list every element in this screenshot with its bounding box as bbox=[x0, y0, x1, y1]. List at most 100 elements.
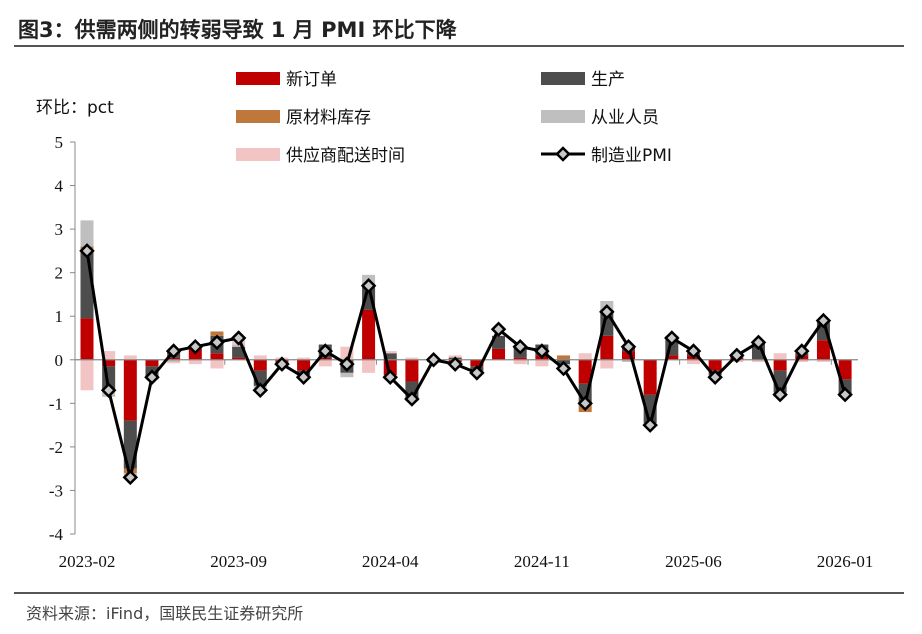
bar-供应商配送时间 bbox=[188, 359, 202, 365]
bar-新订单 bbox=[210, 353, 224, 360]
bar-供应商配送时间 bbox=[80, 359, 94, 391]
title-rule bbox=[14, 45, 904, 47]
pmi-point bbox=[512, 338, 528, 355]
x-tick-label: 2023-09 bbox=[210, 552, 267, 571]
bar-供应商配送时间 bbox=[123, 355, 137, 360]
pmi-point bbox=[685, 343, 702, 359]
bar-新订单 bbox=[665, 355, 679, 360]
bar-新订单 bbox=[253, 359, 267, 371]
pmi-point bbox=[490, 321, 507, 338]
bar-生产 bbox=[383, 353, 397, 360]
pmi-point bbox=[599, 304, 615, 320]
pmi-point bbox=[317, 343, 334, 359]
chart-title: 图3：供需两侧的转弱导致 1 月 PMI 环比下降 bbox=[18, 18, 457, 42]
pmi-point bbox=[360, 277, 377, 294]
bar-新订单 bbox=[80, 318, 94, 360]
bar-从业人员 bbox=[340, 372, 354, 378]
pmi-point bbox=[230, 330, 247, 346]
bar-生产 bbox=[232, 346, 246, 358]
legend-label: 从业人员 bbox=[591, 108, 659, 128]
pmi-point bbox=[339, 356, 355, 372]
pmi-point bbox=[425, 352, 442, 368]
bar-供应商配送时间 bbox=[102, 351, 116, 360]
pmi-point bbox=[469, 365, 485, 381]
bar-原材料库存 bbox=[210, 331, 224, 336]
x-tick-label: 2024-04 bbox=[362, 552, 419, 571]
bar-新订单 bbox=[232, 357, 246, 360]
y-tick-label: 1 bbox=[55, 307, 64, 326]
y-tick-label: -2 bbox=[49, 438, 63, 457]
legend-label: 制造业PMI bbox=[591, 146, 672, 166]
y-tick-label: 0 bbox=[55, 351, 64, 370]
bar-新订单 bbox=[297, 359, 311, 371]
legend-label: 生产 bbox=[591, 70, 625, 90]
bar-供应商配送时间 bbox=[253, 355, 267, 360]
y-tick-label: 2 bbox=[55, 264, 64, 283]
legend-label: 供应商配送时间 bbox=[286, 146, 405, 166]
bar-供应商配送时间 bbox=[535, 359, 549, 367]
pmi-point bbox=[750, 334, 767, 351]
pmi-point bbox=[534, 343, 550, 359]
bar-供应商配送时间 bbox=[578, 353, 592, 360]
bar-新订单 bbox=[708, 359, 722, 371]
bar-供应商配送时间 bbox=[297, 357, 311, 360]
legend-swatch bbox=[236, 110, 280, 123]
y-tick-label: -1 bbox=[49, 394, 63, 413]
bar-供应商配送时间 bbox=[795, 359, 809, 362]
bar-供应商配送时间 bbox=[816, 359, 830, 362]
pmi-point bbox=[274, 356, 290, 372]
pmi-point bbox=[122, 469, 139, 486]
pmi-point bbox=[729, 347, 745, 364]
pmi-point bbox=[79, 243, 95, 259]
legend-diamond-icon bbox=[555, 146, 571, 162]
bar-新订单 bbox=[513, 357, 527, 360]
y-tick-label: -4 bbox=[49, 525, 64, 544]
bar-新订单 bbox=[405, 359, 419, 382]
pmi-point bbox=[382, 369, 399, 385]
y-tick-label: -3 bbox=[49, 481, 63, 500]
legend-swatch bbox=[236, 72, 280, 85]
pmi-point bbox=[707, 369, 723, 385]
bar-从业人员 bbox=[80, 220, 94, 247]
bar-新订单 bbox=[643, 359, 657, 395]
pmi-point bbox=[620, 338, 637, 355]
footer-rule bbox=[14, 592, 904, 594]
bar-供应商配送时间 bbox=[773, 353, 787, 360]
pmi-point bbox=[664, 330, 680, 346]
y-tick-label: 3 bbox=[55, 220, 64, 239]
source-note: 资料来源：iFind，国联民生证券研究所 bbox=[26, 604, 304, 623]
pmi-point bbox=[772, 386, 788, 403]
bar-从业人员 bbox=[622, 359, 635, 362]
pmi-point bbox=[252, 382, 269, 399]
bar-供应商配送时间 bbox=[362, 359, 376, 373]
pmi-point bbox=[794, 343, 810, 359]
legend-label: 原材料库存 bbox=[286, 108, 371, 128]
bar-供应商配送时间 bbox=[167, 361, 181, 364]
y-tick-label: 4 bbox=[55, 177, 64, 196]
bar-新订单 bbox=[362, 309, 376, 360]
bar-新订单 bbox=[773, 359, 787, 371]
pmi-point bbox=[815, 312, 832, 329]
bar-供应商配送时间 bbox=[600, 359, 614, 369]
legend-swatch bbox=[541, 110, 585, 123]
bar-供应商配送时间 bbox=[383, 351, 397, 354]
bar-新订单 bbox=[145, 359, 159, 367]
pmi-point bbox=[187, 338, 204, 355]
pmi-point bbox=[577, 395, 593, 412]
bar-从业人员 bbox=[167, 359, 181, 362]
pmi-point bbox=[100, 382, 117, 399]
pmi-point bbox=[837, 386, 853, 403]
pmi-point bbox=[209, 334, 225, 351]
bar-原材料库存 bbox=[557, 355, 571, 360]
pmi-point bbox=[144, 369, 160, 385]
y-tick-label: 5 bbox=[55, 133, 64, 152]
bar-供应商配送时间 bbox=[318, 359, 332, 367]
pmi-point bbox=[295, 369, 312, 385]
bar-新订单 bbox=[600, 335, 614, 360]
pmi-point bbox=[447, 356, 463, 372]
bar-新订单 bbox=[492, 348, 506, 360]
pmi-point bbox=[404, 391, 420, 407]
x-tick-label: 2023-02 bbox=[59, 552, 116, 571]
pmi-point bbox=[642, 417, 658, 433]
